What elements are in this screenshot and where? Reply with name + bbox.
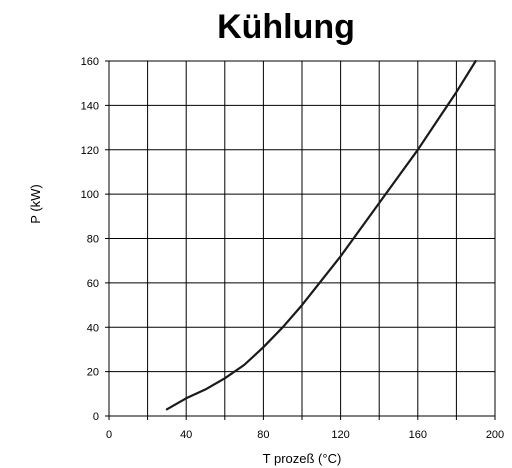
y-tick-label: 60 bbox=[87, 278, 99, 290]
y-tick-label: 120 bbox=[81, 145, 99, 157]
y-tick-label: 140 bbox=[81, 100, 99, 112]
x-axis-ticks: 0 40 80 120 160 200 bbox=[106, 416, 504, 441]
series-line bbox=[165, 59, 477, 411]
x-tick-label: 200 bbox=[486, 429, 504, 441]
chart-title: Kühlung bbox=[217, 8, 355, 46]
x-axis-label: T prozeß (°C) bbox=[263, 451, 342, 466]
y-tick-label: 20 bbox=[87, 367, 99, 379]
y-tick-label: 40 bbox=[87, 322, 99, 334]
x-tick-label: 120 bbox=[331, 429, 349, 441]
x-tick-label: 80 bbox=[257, 429, 269, 441]
y-tick-label: 0 bbox=[93, 411, 99, 423]
y-axis-label: P (kW) bbox=[28, 184, 43, 223]
y-tick-label: 160 bbox=[81, 56, 99, 68]
y-axis-ticks: 0 20 40 60 80 100 120 140 160 bbox=[81, 56, 109, 423]
x-tick-label: 0 bbox=[106, 429, 112, 441]
y-tick-label: 100 bbox=[81, 189, 99, 201]
x-tick-label: 160 bbox=[409, 429, 427, 441]
x-tick-label: 40 bbox=[180, 429, 192, 441]
grid bbox=[108, 60, 496, 417]
y-tick-label: 80 bbox=[87, 234, 99, 246]
